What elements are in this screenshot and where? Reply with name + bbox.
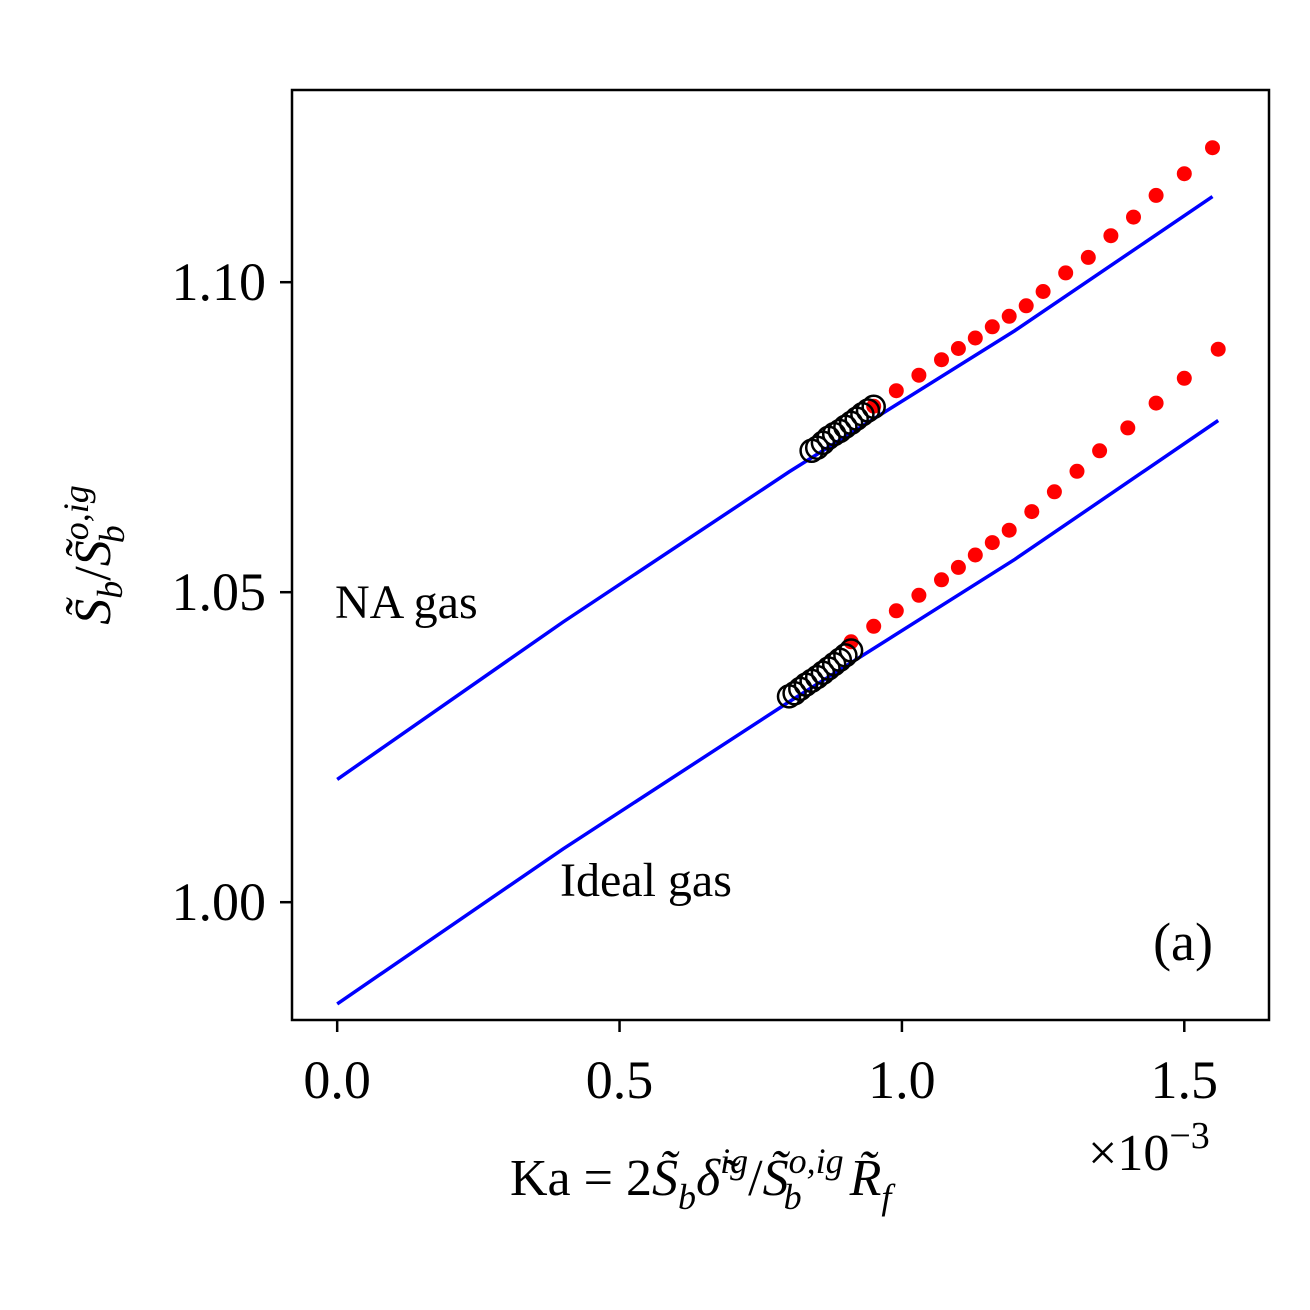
red-point-na-gas: [1205, 140, 1220, 156]
series-line-ideal-gas: [336, 419, 1220, 1006]
black-circle-ideal-gas: [838, 638, 864, 663]
black-circle-ideal-gas: [833, 643, 858, 668]
red-point-na-gas: [866, 398, 882, 414]
red-point-ideal-gas: [1069, 463, 1085, 479]
x-axis-label: Ka = 2S̃bδ̃ig/S̃o,ig b R̃f: [510, 1141, 896, 1217]
x-tick-label: 1.0: [868, 1050, 936, 1110]
red-point-ideal-gas: [1148, 395, 1164, 411]
series-line-na-gas: [336, 195, 1214, 781]
x-tick-label: 0.0: [303, 1050, 371, 1110]
red-point-na-gas: [1018, 298, 1034, 314]
red-point-na-gas: [1080, 249, 1096, 265]
red-point-ideal-gas: [1176, 370, 1192, 386]
red-point-na-gas: [1103, 228, 1119, 244]
red-point-na-gas: [1148, 187, 1164, 203]
red-point-ideal-gas: [1092, 443, 1108, 459]
y-axis: 1.00 1.05 1.10: [172, 252, 292, 932]
red-point-ideal-gas: [866, 618, 882, 634]
panel-label: (a): [1153, 912, 1213, 972]
black-circle-na-gas: [861, 394, 886, 420]
annotation-ideal-gas: Ideal gas: [560, 854, 732, 907]
red-point-na-gas: [1126, 209, 1141, 225]
black-circle-na-gas: [855, 398, 881, 423]
red-point-ideal-gas: [967, 547, 983, 563]
y-tick-label: 1.10: [172, 252, 267, 312]
red-point-na-gas: [1035, 284, 1051, 299]
x-tick-label: 0.5: [586, 1050, 654, 1110]
red-point-ideal-gas: [1001, 522, 1017, 538]
x-tick-label: 1.5: [1151, 1050, 1219, 1110]
red-point-ideal-gas: [1120, 420, 1136, 436]
red-point-ideal-gas: [888, 603, 904, 619]
plot-frame: [290, 88, 1271, 1022]
red-point-na-gas: [911, 367, 927, 383]
red-point-na-gas: [934, 352, 949, 368]
annotation-na-gas: NA gas: [335, 576, 478, 629]
red-point-ideal-gas: [911, 587, 927, 603]
y-tick-label: 1.05: [172, 562, 267, 622]
y-axis-label: S̃b/S̃o,igb: [56, 485, 132, 624]
red-point-na-gas: [967, 330, 983, 346]
y-tick-label: 1.00: [172, 872, 267, 932]
red-point-na-gas: [984, 319, 1000, 335]
red-point-na-gas: [950, 341, 966, 356]
red-point-ideal-gas: [1210, 341, 1226, 357]
red-point-na-gas: [888, 383, 904, 399]
x-axis-multiplier: ×10−3: [1088, 1115, 1210, 1182]
red-point-na-gas: [1001, 308, 1017, 324]
red-point-ideal-gas: [984, 535, 1000, 551]
red-point-ideal-gas: [1046, 484, 1062, 500]
red-point-ideal-gas: [950, 559, 966, 575]
red-point-ideal-gas: [1024, 504, 1040, 520]
x-axis: 0.0 0.5 1.0 1.5: [303, 1020, 1218, 1110]
data-markers: [776, 140, 1226, 709]
red-point-ideal-gas: [934, 572, 949, 588]
red-point-na-gas: [1058, 265, 1074, 281]
red-point-na-gas: [1176, 166, 1192, 182]
